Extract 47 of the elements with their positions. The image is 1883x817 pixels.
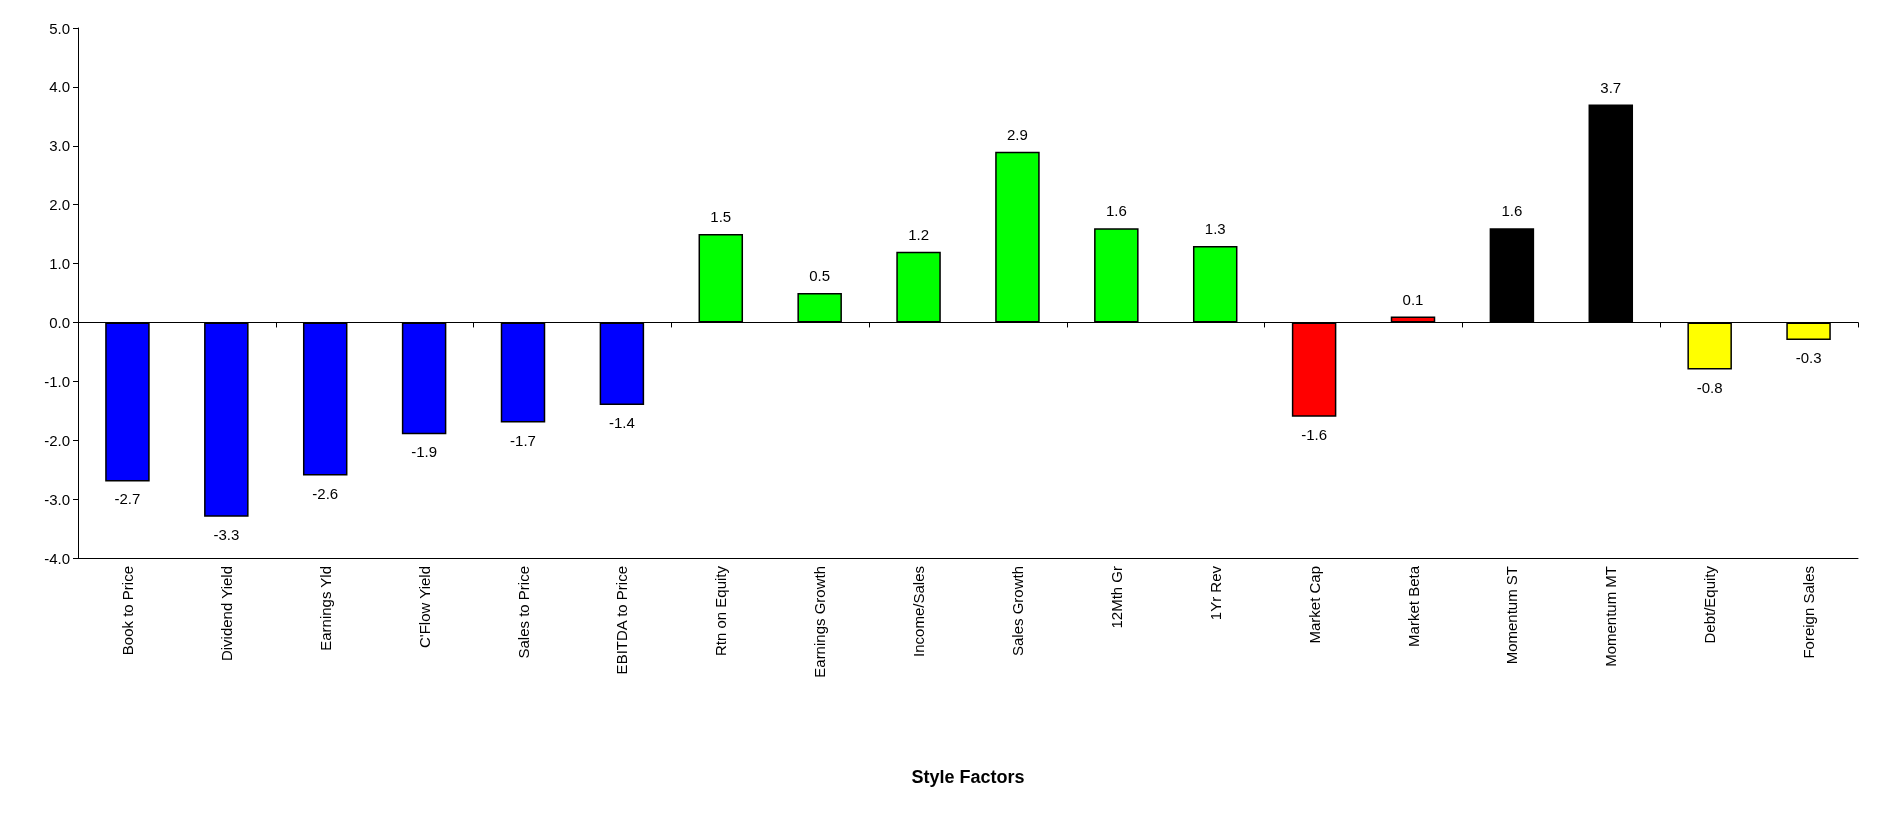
data-label: 0.5 (809, 267, 831, 284)
x-tick-label: Earnings Yld (316, 566, 334, 651)
data-label: -0.3 (1795, 349, 1822, 367)
x-tick-label: Sales Growth (1008, 566, 1026, 657)
x-axis-title: Style Factors (911, 767, 1025, 787)
x-tick-label: Debt/Equity (1701, 565, 1719, 644)
data-label: -2.7 (114, 490, 141, 508)
x-tick-label: Momentum ST (1503, 566, 1521, 665)
data-label: -1.6 (1301, 425, 1328, 443)
y-tick-label: 1.0 (49, 255, 70, 273)
data-label: 0.1 (1402, 290, 1424, 308)
data-label: -1.4 (608, 413, 635, 431)
data-label: 1.2 (908, 225, 929, 243)
y-tick-label: 0.0 (49, 313, 70, 331)
y-tick-label: 3.0 (49, 137, 70, 155)
data-label: 1.6 (1501, 202, 1523, 220)
x-tick-label: Momentum MT (1602, 566, 1620, 667)
data-label: -3.3 (213, 525, 240, 543)
data-label: 1.5 (710, 208, 732, 226)
y-tick-label: -2.0 (44, 431, 70, 449)
x-tick-label: Market Cap (1305, 566, 1323, 644)
x-tick-label: Income/Sales (910, 566, 928, 657)
x-tick-label: Dividend Yield (217, 566, 235, 662)
y-tick-label: -3.0 (44, 490, 70, 508)
x-tick-label: Market Beta (1404, 565, 1422, 647)
y-tick-label: 2.0 (49, 196, 70, 214)
data-label: -1.7 (510, 431, 536, 449)
data-label: 2.9 (1007, 125, 1028, 143)
x-tick-label: 1Yr Rev (1206, 565, 1224, 621)
data-label: 1.3 (1204, 219, 1226, 237)
data-label: -2.6 (312, 484, 339, 502)
y-tick-label: 5.0 (49, 19, 70, 37)
x-tick-label: Sales to Price (514, 566, 532, 659)
x-tick-label: EBITDA to Price (613, 566, 631, 675)
x-tick-label: Book to Price (118, 566, 136, 656)
y-tick-label: -4.0 (44, 549, 70, 567)
x-tick-label: Earnings Growth (811, 566, 829, 678)
x-tick-label: C'Flow Yield (415, 566, 433, 649)
y-tick-label: -1.0 (44, 372, 70, 390)
x-tick-label: Foreign Sales (1800, 566, 1818, 659)
y-tick-label: 4.0 (49, 78, 70, 96)
data-label: -1.9 (411, 443, 438, 461)
data-label: 3.7 (1600, 78, 1622, 96)
x-tick-label: Rtn on Equity (712, 565, 730, 657)
x-tick-label: 12Mth Gr (1107, 566, 1125, 629)
data-label: 1.6 (1105, 202, 1127, 220)
data-label: -0.8 (1696, 378, 1723, 396)
